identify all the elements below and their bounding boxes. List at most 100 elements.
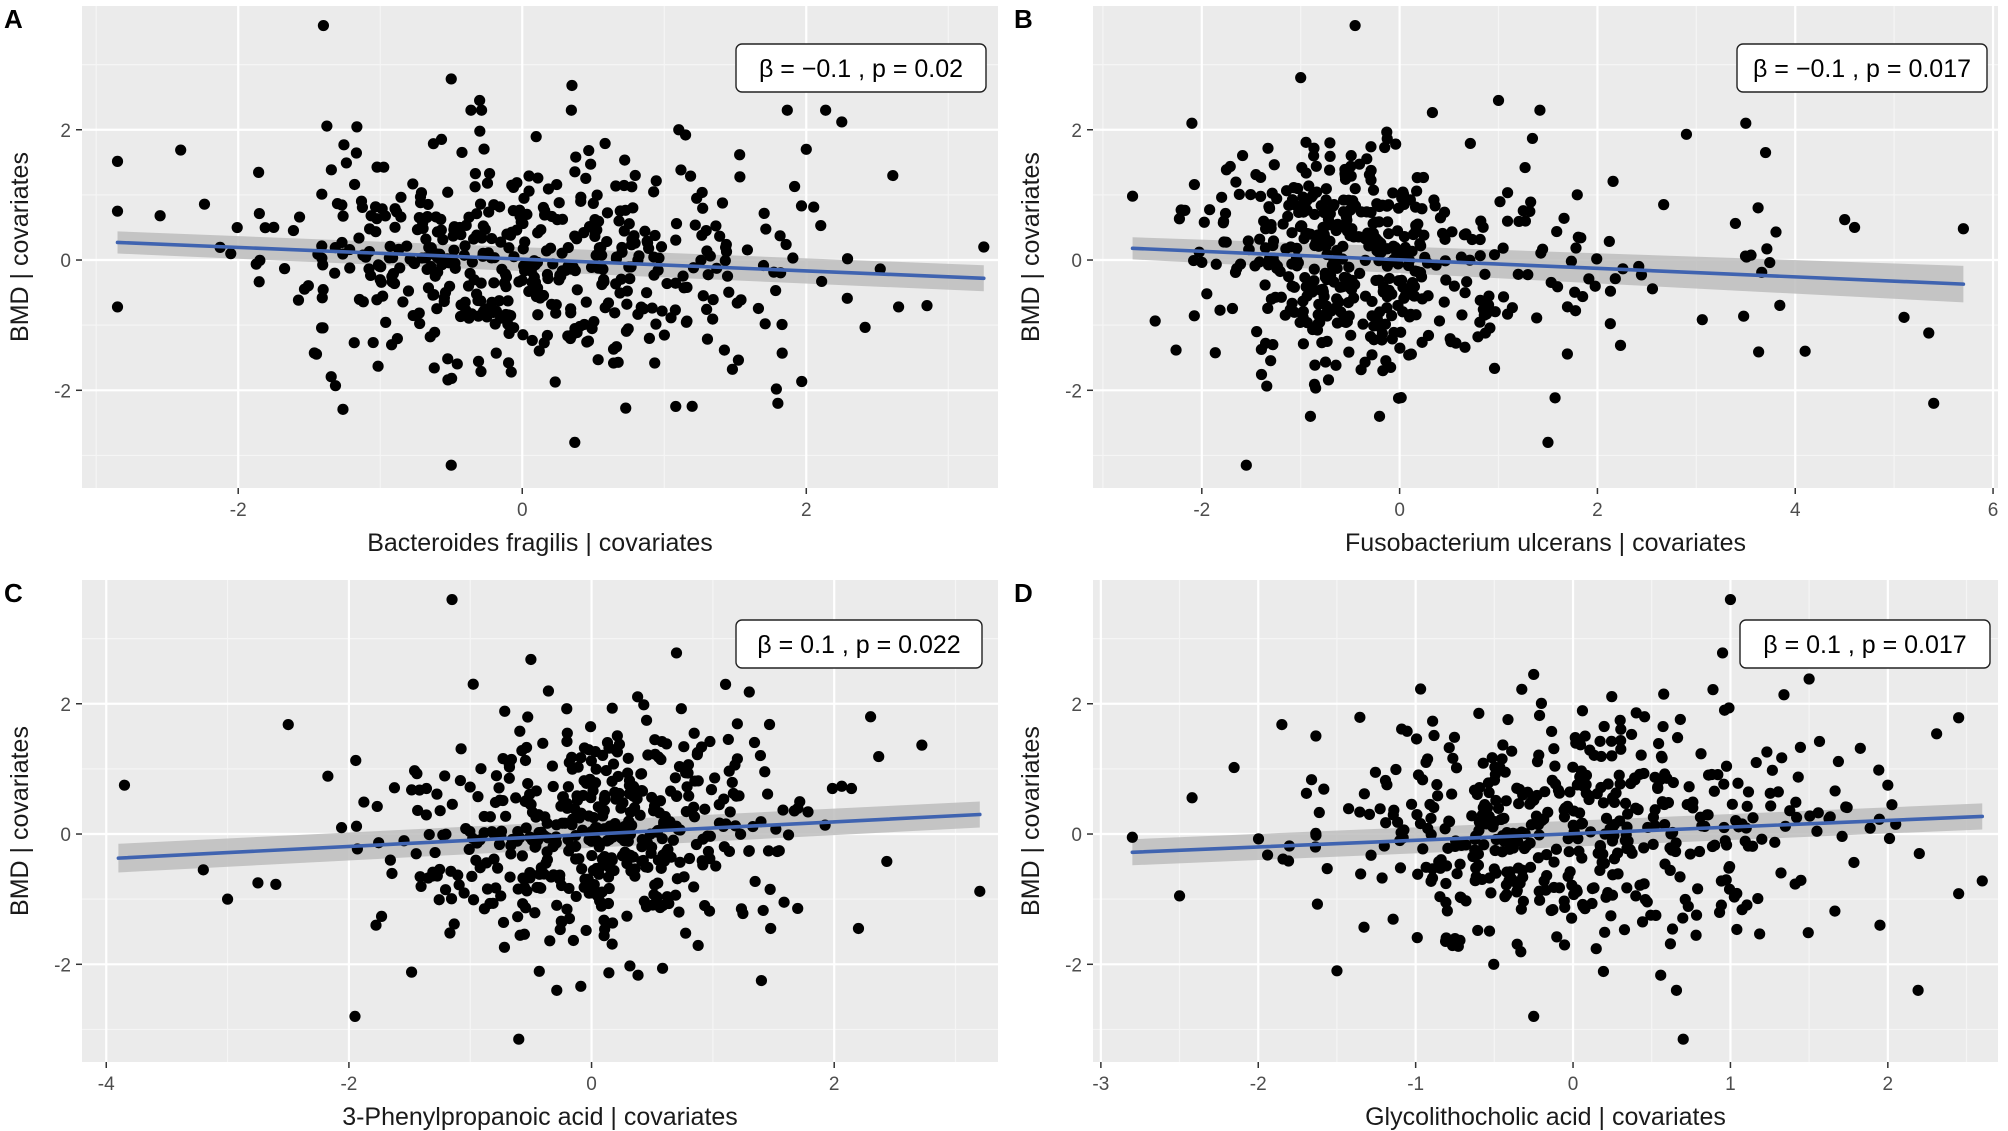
data-point [603, 882, 615, 895]
data-point [1630, 802, 1642, 814]
data-point [1564, 866, 1576, 878]
data-point [268, 221, 280, 233]
data-point [253, 276, 265, 288]
data-point [1564, 786, 1576, 798]
data-point [682, 767, 694, 779]
data-point [1854, 742, 1866, 754]
data-point [1401, 725, 1413, 737]
data-point [585, 261, 598, 274]
data-point [463, 843, 475, 856]
data-point [1553, 787, 1566, 799]
data-point [601, 736, 614, 749]
data-point [1230, 176, 1242, 188]
data-point [670, 647, 683, 659]
data-point [723, 286, 735, 298]
data-point [1531, 312, 1543, 324]
data-point [1387, 187, 1399, 199]
data-point [1635, 749, 1647, 761]
data-point [1528, 1010, 1540, 1023]
data-point [1383, 272, 1396, 285]
data-point [500, 281, 512, 293]
data-point [586, 849, 598, 862]
data-point [1504, 866, 1516, 878]
data-point [197, 864, 209, 876]
data-point [1677, 1033, 1689, 1045]
data-point [1188, 178, 1200, 191]
data-point [619, 204, 632, 216]
data-point [610, 341, 623, 353]
stats-annotation: β = −0.1 , p = 0.02 [735, 43, 987, 93]
data-point [1474, 250, 1486, 262]
data-point [1474, 316, 1486, 328]
data-point [1706, 768, 1718, 781]
data-point [1126, 190, 1139, 202]
y-tick-label: -2 [1065, 955, 1082, 976]
data-point [1549, 392, 1561, 404]
data-point [1497, 739, 1509, 751]
data-point [1513, 215, 1525, 228]
data-point [1253, 256, 1266, 268]
data-point [1426, 863, 1439, 875]
data-point [796, 375, 808, 388]
data-point [1646, 283, 1659, 295]
data-point [535, 882, 547, 894]
data-point [513, 1033, 525, 1045]
data-point [1636, 916, 1649, 928]
data-point [602, 871, 615, 883]
data-point [508, 322, 520, 334]
data-point [597, 749, 609, 762]
data-point [551, 899, 563, 911]
data-point [511, 177, 523, 189]
data-point [598, 914, 610, 926]
data-point [573, 812, 585, 824]
data-point [1304, 228, 1317, 240]
data-point [431, 303, 443, 315]
data-point [1261, 380, 1273, 392]
data-point [448, 221, 460, 233]
data-point [467, 894, 480, 906]
data-point [637, 303, 650, 315]
data-point [724, 806, 736, 818]
data-point [719, 255, 731, 267]
data-point [350, 147, 363, 159]
data-point [1775, 867, 1787, 879]
data-point [476, 232, 488, 244]
data-point [455, 743, 467, 755]
data-point [1573, 807, 1586, 819]
data-point [1506, 745, 1518, 757]
data-point [1422, 290, 1434, 302]
regression-line [115, 240, 986, 281]
data-point [1331, 245, 1343, 257]
data-point [490, 770, 503, 782]
data-point [544, 242, 557, 254]
data-point [618, 835, 631, 847]
data-point [602, 897, 615, 910]
data-point [1341, 315, 1353, 328]
data-point [613, 215, 625, 227]
data-point [1502, 713, 1514, 726]
data-point [1778, 689, 1790, 701]
x-axis-title: Glycolithocholic acid | covariates [1365, 1103, 1726, 1131]
data-point [1496, 846, 1508, 858]
data-point [624, 806, 637, 818]
data-point [1201, 288, 1213, 300]
data-point [1372, 235, 1385, 247]
data-point [495, 236, 507, 248]
data-point [1736, 904, 1748, 916]
data-point [502, 295, 514, 307]
data-point [1364, 331, 1377, 343]
data-point [1690, 929, 1702, 941]
data-point [598, 804, 610, 816]
data-point [1912, 984, 1924, 996]
data-point [1209, 347, 1221, 359]
data-point [1355, 868, 1367, 880]
data-point [408, 765, 421, 777]
data-point [1283, 271, 1295, 283]
data-point [488, 277, 500, 289]
data-point [726, 363, 739, 375]
data-point [572, 761, 584, 773]
annotation-text: β = 0.1 , p = 0.017 [1763, 631, 1966, 659]
data-point [1615, 743, 1627, 755]
data-point [778, 896, 790, 908]
data-point [615, 273, 627, 285]
